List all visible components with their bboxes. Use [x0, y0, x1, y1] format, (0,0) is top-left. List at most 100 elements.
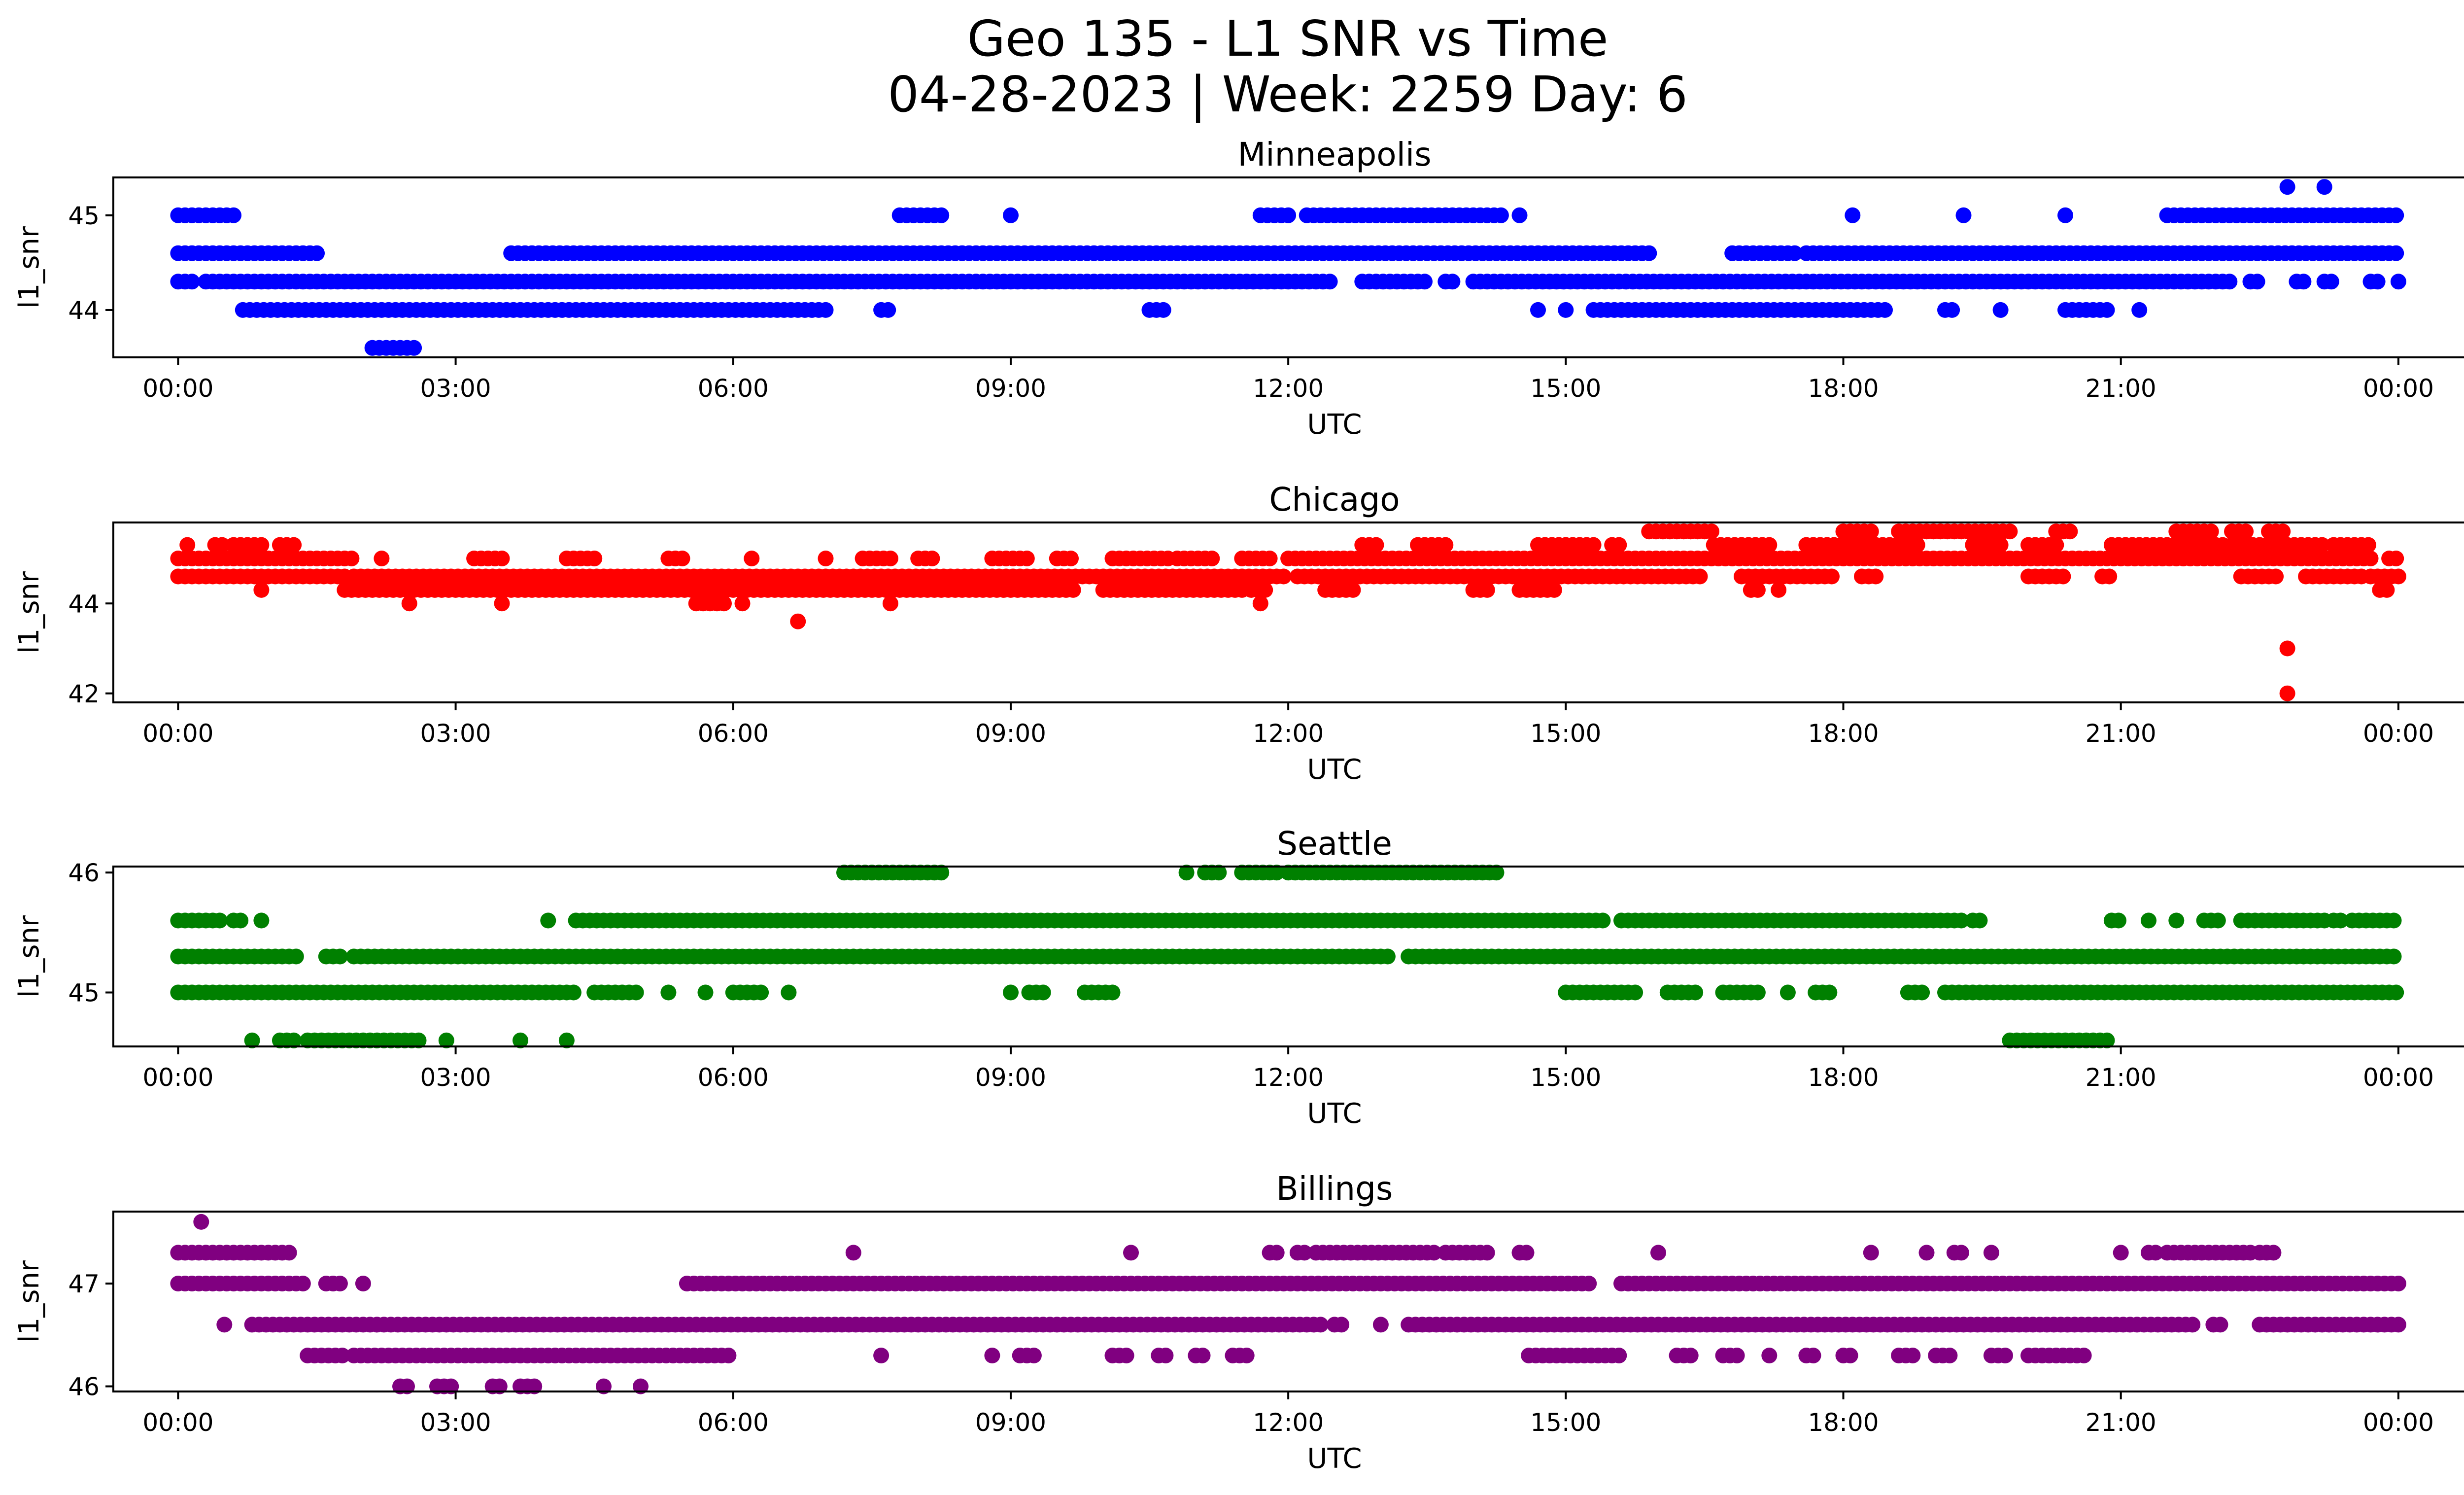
x-tick-label: 12:00 — [1253, 374, 1324, 403]
subplot-chicago: Chicago 00:00 03:00 06:00 09:00 12:00 15:00 18:… — [13, 481, 2464, 786]
plot-frame — [112, 1211, 2464, 1392]
data-point — [1322, 274, 1338, 290]
data-point — [753, 984, 769, 1001]
data-point — [1687, 984, 1704, 1001]
data-point — [1905, 1348, 1921, 1363]
data-point — [781, 984, 797, 1001]
x-tick-label: 00:00 — [142, 1063, 213, 1092]
x-tick-label: 18:00 — [1808, 1408, 1879, 1437]
data-points — [170, 179, 2406, 356]
x-tick-label: 03:00 — [420, 374, 491, 403]
x-axis-label: UTC — [1307, 409, 1362, 441]
data-point — [720, 1348, 737, 1363]
data-point — [406, 340, 422, 356]
data-point — [1312, 1317, 1329, 1333]
data-point — [734, 595, 751, 612]
y-tick-label: 44 — [68, 296, 100, 325]
data-point — [1003, 207, 1019, 223]
data-point — [2131, 302, 2148, 318]
data-point — [880, 302, 896, 318]
x-tick-label: 06:00 — [698, 374, 769, 403]
y-tick-label: 46 — [68, 859, 100, 887]
data-point — [374, 551, 390, 566]
data-point — [716, 595, 732, 612]
data-point — [744, 551, 760, 566]
snr-level-42 — [2279, 685, 2295, 701]
data-point — [924, 551, 940, 566]
x-tick-label: 18:00 — [1808, 374, 1879, 403]
data-point — [2002, 523, 2018, 540]
data-point — [288, 948, 304, 965]
snr-level-43-6 — [790, 613, 806, 629]
data-point — [1268, 865, 1285, 881]
data-point — [984, 1348, 1000, 1363]
x-tick-label: 21:00 — [2086, 719, 2156, 748]
data-point — [1863, 1245, 1879, 1261]
data-point — [295, 1276, 311, 1291]
data-point — [1417, 274, 1433, 290]
data-point — [1997, 1348, 2013, 1363]
data-point — [193, 1214, 209, 1230]
data-point — [2238, 523, 2254, 540]
data-point — [1749, 984, 1766, 1001]
data-point — [2314, 537, 2330, 553]
data-point — [1493, 207, 1509, 223]
subplots: Minneapolis 00:00 03:00 06:00 09:00 12:00 15:0… — [13, 136, 2464, 1475]
data-point — [1003, 984, 1019, 1001]
data-point — [2390, 274, 2406, 290]
data-point — [2249, 274, 2265, 290]
data-point — [1953, 912, 1969, 929]
x-axis-label: UTC — [1307, 1443, 1362, 1475]
data-point — [1585, 537, 1602, 553]
data-point — [184, 274, 200, 290]
data-point — [1595, 912, 1611, 929]
data-point — [1650, 1245, 1666, 1261]
data-point — [2222, 274, 2238, 290]
data-point — [1761, 537, 1778, 553]
data-point — [1972, 912, 1988, 929]
subplot-title: Chicago — [1269, 481, 1400, 519]
x-tick-label: 06:00 — [698, 1063, 769, 1092]
data-point — [253, 582, 270, 598]
data-point — [2388, 551, 2404, 566]
data-point — [882, 595, 898, 612]
data-point — [2388, 245, 2404, 261]
data-point — [1104, 984, 1121, 1001]
x-tick-label: 06:00 — [698, 719, 769, 748]
data-point — [1026, 1348, 1042, 1363]
data-point — [2386, 948, 2402, 965]
snr-level-45-6 — [1641, 523, 2291, 540]
data-point — [2203, 523, 2219, 540]
y-axis-label: l1_snr — [13, 571, 45, 654]
data-point — [2379, 582, 2395, 598]
data-point — [2323, 274, 2339, 290]
snr-level-44-6 — [170, 568, 2406, 585]
data-point — [1953, 1245, 1969, 1261]
y-tick-label: 47 — [68, 1270, 100, 1298]
data-point — [1211, 865, 1227, 881]
data-point — [2057, 207, 2073, 223]
data-point — [1065, 582, 1081, 598]
data-point — [2265, 1245, 2282, 1261]
subplot-billings: Billings 00:00 03:00 06:00 09:00 12:00 15:00 18… — [13, 1170, 2464, 1475]
data-point — [1641, 245, 1657, 261]
data-point — [2279, 640, 2295, 657]
x-tick-label: 12:00 — [1253, 1063, 1324, 1092]
data-point — [211, 912, 228, 929]
data-point — [674, 551, 690, 566]
data-point — [790, 613, 806, 629]
data-point — [1909, 537, 1925, 553]
x-tick-label: 21:00 — [2086, 1408, 2156, 1437]
snr-level-45 — [170, 551, 2404, 566]
data-point — [1518, 1245, 1535, 1261]
snr-level-45-3 — [170, 948, 2402, 965]
snr-level-43 — [2279, 640, 2295, 657]
data-point — [1992, 537, 2009, 553]
snr-level-44 — [401, 595, 1268, 612]
data-point — [2390, 568, 2406, 585]
y-tick-label: 45 — [68, 979, 100, 1008]
data-point — [1692, 568, 1708, 585]
data-point — [1178, 865, 1195, 881]
data-point — [697, 984, 714, 1001]
x-tick-label: 18:00 — [1808, 1063, 1879, 1092]
